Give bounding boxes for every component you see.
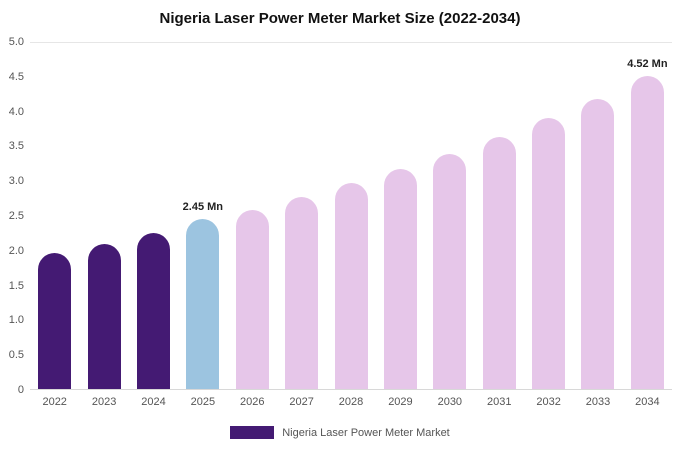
plot-area: 2.45 Mn 4.52 Mn bbox=[30, 42, 672, 390]
x-axis-label: 2030 bbox=[437, 396, 463, 408]
bar-value-label: 2.45 Mn bbox=[182, 201, 224, 214]
bar-2026 bbox=[235, 209, 269, 389]
y-axis-tick-label: 5.0 bbox=[8, 36, 24, 48]
y-axis-tick-label: 0.5 bbox=[8, 349, 24, 362]
bar-column bbox=[228, 43, 277, 389]
bar-column: 4.52 Mn bbox=[623, 43, 672, 389]
x-axis-label: 2025 bbox=[190, 396, 216, 408]
bar-2032 bbox=[532, 118, 566, 389]
chart-title: Nigeria Laser Power Meter Market Size (2… bbox=[159, 10, 521, 27]
legend-swatch bbox=[230, 426, 275, 439]
bar-2033 bbox=[581, 99, 615, 389]
bar-column bbox=[326, 43, 375, 389]
x-axis-label: 2027 bbox=[289, 396, 314, 408]
x-axis-label: 2024 bbox=[141, 396, 166, 408]
y-axis-tick-label: 3.5 bbox=[8, 140, 24, 153]
x-axis-label: 2031 bbox=[486, 396, 512, 408]
bar-column bbox=[573, 43, 622, 389]
bar-column bbox=[30, 43, 79, 389]
bar-2028 bbox=[334, 183, 368, 389]
x-axis-label: 2034 bbox=[635, 396, 660, 408]
y-axis-tick-label: 0 bbox=[17, 384, 24, 396]
x-axis-label: 2032 bbox=[536, 396, 561, 408]
legend: Nigeria Laser Power Meter Market bbox=[0, 426, 680, 439]
y-axis: 5.0 4.5 4.0 3.5 3.0 2.5 2.0 1.5 1.0 0.5 0 bbox=[0, 36, 28, 396]
bar-2025: 2.45 Mn bbox=[183, 201, 223, 389]
bar-column bbox=[524, 43, 573, 389]
x-axis-label: 2026 bbox=[240, 396, 265, 408]
x-axis-label: 2022 bbox=[42, 396, 67, 408]
x-axis-label: 2033 bbox=[585, 396, 611, 408]
bar-2022 bbox=[38, 252, 72, 389]
bar-column bbox=[277, 43, 326, 389]
y-axis-tick-label: 4.0 bbox=[8, 105, 24, 118]
bar-2027 bbox=[285, 196, 319, 389]
bar-value-label: 4.52 Mn bbox=[627, 58, 668, 71]
bar-2034: 4.52 Mn bbox=[627, 58, 668, 389]
x-axis-label: 2028 bbox=[338, 396, 364, 408]
y-axis-tick-label: 2.5 bbox=[8, 210, 24, 222]
bar-column bbox=[376, 43, 425, 389]
bar-2031 bbox=[482, 137, 516, 389]
y-axis-tick-label: 4.5 bbox=[8, 70, 24, 83]
bar-2024 bbox=[136, 232, 170, 389]
y-axis-tick-label: 3.0 bbox=[8, 175, 24, 188]
y-axis-tick-label: 1.5 bbox=[8, 279, 24, 292]
bar-column bbox=[425, 43, 474, 389]
bar-2029 bbox=[383, 168, 417, 389]
bar-2030 bbox=[433, 154, 467, 389]
legend-label: Nigeria Laser Power Meter Market bbox=[282, 426, 450, 439]
y-axis-tick-label: 2.0 bbox=[8, 244, 24, 257]
bar-column bbox=[79, 43, 128, 389]
bar-2023 bbox=[87, 243, 121, 389]
x-axis: 2022 2023 2024 2025 2026 2027 2028 2029 2030 2031… bbox=[30, 396, 672, 408]
bar-column bbox=[129, 43, 178, 389]
bar-column: 2.45 Mn bbox=[178, 43, 227, 389]
y-axis-tick-label: 1.0 bbox=[8, 314, 24, 327]
x-axis-label: 2023 bbox=[91, 396, 117, 408]
plot-wrap: 2.45 Mn 4.52 Mn bbox=[30, 42, 672, 390]
x-axis-label: 2029 bbox=[388, 396, 413, 408]
bar-column bbox=[475, 43, 524, 389]
